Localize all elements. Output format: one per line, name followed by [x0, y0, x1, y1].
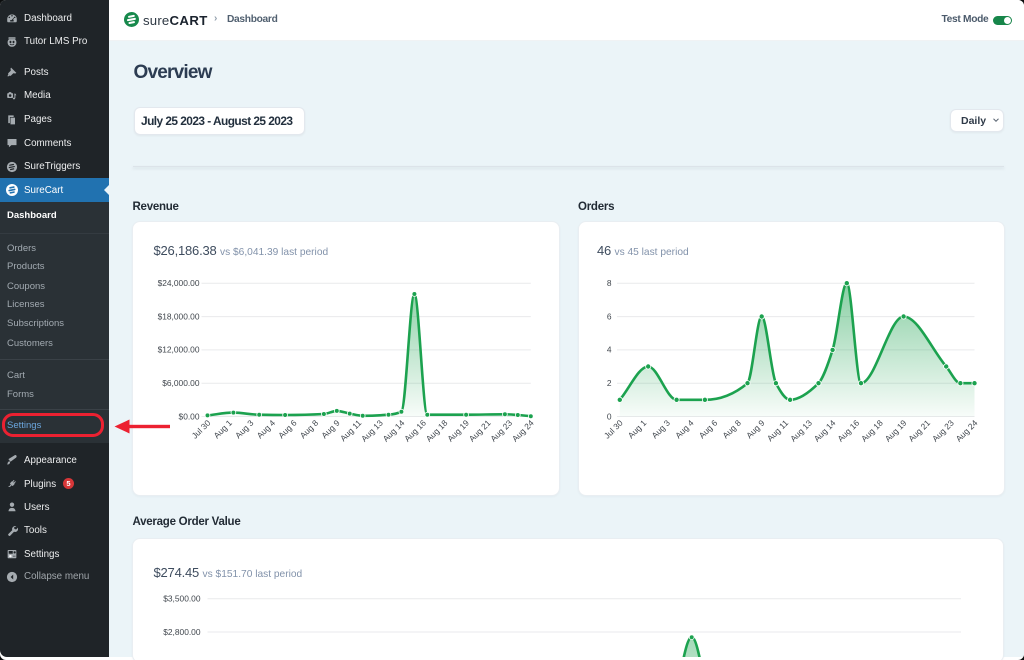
svg-text:Aug 8: Aug 8 [720, 418, 743, 441]
svg-text:2: 2 [607, 378, 612, 388]
svg-text:4: 4 [607, 345, 612, 355]
svg-text:Aug 14: Aug 14 [812, 418, 838, 444]
svg-text:Aug 16: Aug 16 [835, 418, 861, 444]
svg-text:Aug 23: Aug 23 [930, 418, 956, 444]
svg-text:Aug 4: Aug 4 [673, 418, 696, 441]
svg-text:$24,000.00: $24,000.00 [158, 278, 200, 288]
svg-text:Aug 18: Aug 18 [859, 418, 885, 444]
svg-text:Aug 14: Aug 14 [381, 418, 407, 444]
svg-text:Aug 11: Aug 11 [338, 418, 364, 444]
svg-text:8: 8 [607, 278, 612, 288]
svg-text:0: 0 [607, 411, 612, 421]
svg-text:Aug 23: Aug 23 [488, 418, 514, 444]
svg-text:6: 6 [607, 311, 612, 321]
svg-text:Aug 3: Aug 3 [649, 418, 672, 441]
svg-text:$3,500.00: $3,500.00 [163, 594, 201, 604]
svg-text:Aug 13: Aug 13 [788, 418, 814, 444]
svg-text:$0.00: $0.00 [179, 411, 200, 421]
svg-text:Aug 24: Aug 24 [954, 418, 980, 444]
svg-text:Jul 30: Jul 30 [602, 418, 625, 441]
svg-text:Aug 1: Aug 1 [211, 418, 234, 441]
svg-text:Aug 8: Aug 8 [298, 418, 321, 441]
svg-text:Aug 9: Aug 9 [744, 418, 767, 441]
svg-text:$6,000.00: $6,000.00 [162, 378, 200, 388]
svg-text:Aug 16: Aug 16 [402, 418, 428, 444]
svg-text:Aug 6: Aug 6 [697, 418, 720, 441]
svg-text:$18,000.00: $18,000.00 [158, 311, 200, 321]
svg-text:Aug 18: Aug 18 [424, 418, 450, 444]
svg-text:Aug 19: Aug 19 [883, 418, 909, 444]
svg-text:Aug 21: Aug 21 [906, 418, 932, 444]
svg-text:Aug 6: Aug 6 [276, 418, 299, 441]
svg-text:Aug 11: Aug 11 [765, 418, 791, 444]
svg-text:$12,000.00: $12,000.00 [158, 345, 200, 355]
svg-text:$2,800.00: $2,800.00 [163, 627, 201, 637]
svg-text:Aug 1: Aug 1 [626, 418, 649, 441]
svg-text:Aug 21: Aug 21 [467, 418, 493, 444]
svg-text:Aug 13: Aug 13 [359, 418, 385, 444]
svg-text:Aug 4: Aug 4 [255, 418, 278, 441]
svg-text:Aug 3: Aug 3 [233, 418, 256, 441]
svg-text:Aug 24: Aug 24 [510, 418, 536, 444]
svg-text:Aug 19: Aug 19 [445, 418, 471, 444]
